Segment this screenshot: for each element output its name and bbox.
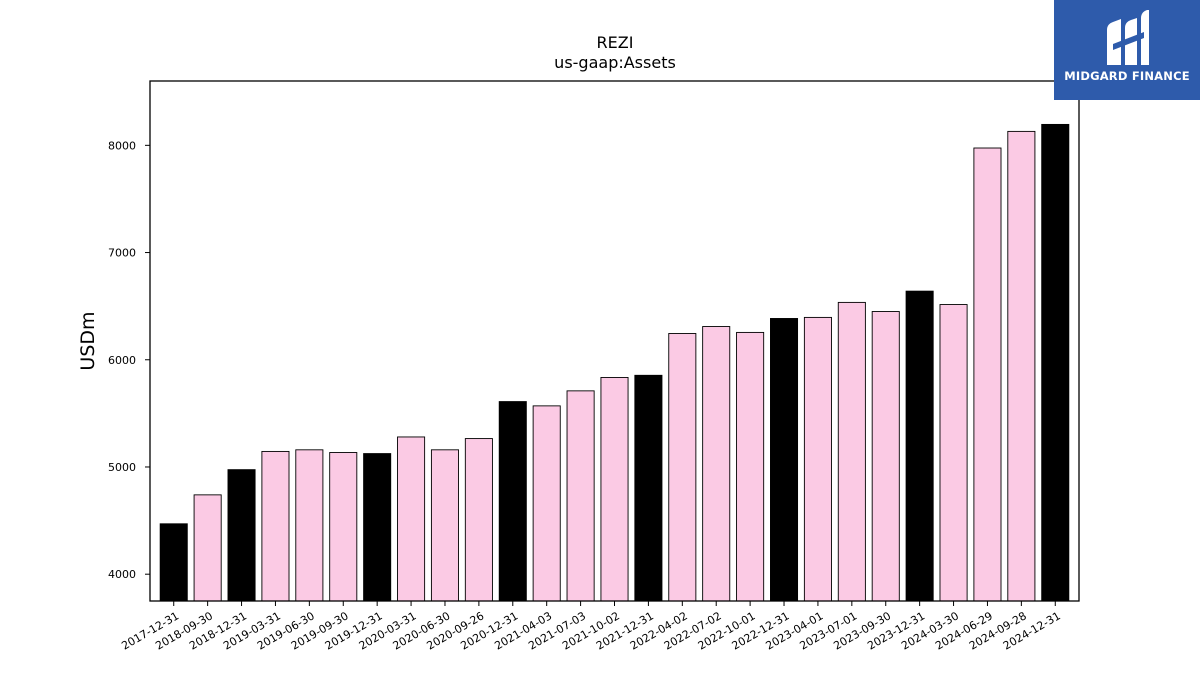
bar-2022-10-01 (736, 331, 765, 602)
bars-group (159, 123, 1070, 602)
bar-2017-12-31 (159, 523, 188, 602)
plot-area-frame (149, 80, 1080, 602)
bar-2019-06-30 (295, 449, 324, 602)
bar-2022-12-31 (770, 318, 799, 602)
x-axis-ticks: 2017-12-312018-09-302018-12-312019-03-31… (119, 601, 1063, 653)
chart-subtitle: us-gaap:Assets (554, 53, 676, 72)
bar-2023-07-01 (837, 301, 866, 602)
bar-2020-09-26 (464, 438, 493, 602)
brand-logo: MIDGARD FINANCE (1054, 0, 1200, 100)
bar-2019-12-31 (363, 453, 392, 602)
bar-2024-09-28 (1007, 130, 1036, 602)
midgard-m-icon (1107, 10, 1149, 65)
y-axis-ticks: 4000 5000 6000 7000 8000 (108, 139, 150, 581)
bar-2021-12-31 (634, 374, 663, 602)
y-tick-label: 4000 (108, 568, 136, 581)
y-tick-label: 8000 (108, 139, 136, 152)
bar-2020-12-31 (498, 401, 527, 602)
bar-2023-04-01 (803, 316, 832, 602)
bar-2021-07-03 (566, 390, 595, 602)
bar-2018-09-30 (193, 494, 222, 602)
bar-2019-03-31 (261, 450, 290, 602)
bar-2018-12-31 (227, 469, 256, 602)
bar-2022-04-02 (668, 333, 697, 602)
bar-2023-12-31 (905, 290, 934, 602)
bar-2019-09-30 (329, 452, 358, 602)
brand-name: MIDGARD FINANCE (1064, 69, 1190, 83)
bar-2021-04-03 (532, 405, 561, 602)
y-tick-label: 5000 (108, 461, 136, 474)
y-tick-label: 6000 (108, 354, 136, 367)
bar-2023-09-30 (871, 311, 900, 602)
y-tick-label: 7000 (108, 247, 136, 260)
bar-2020-06-30 (430, 449, 459, 602)
bar-2022-07-02 (702, 326, 731, 602)
y-axis-label: USDm (77, 311, 99, 370)
bar-2021-10-02 (600, 377, 629, 602)
bar-2024-03-30 (939, 304, 968, 602)
bar-2020-03-31 (397, 436, 426, 602)
chart-title: REZI (597, 33, 634, 52)
bar-2024-12-31 (1041, 123, 1070, 602)
bar-2024-06-29 (973, 147, 1002, 602)
